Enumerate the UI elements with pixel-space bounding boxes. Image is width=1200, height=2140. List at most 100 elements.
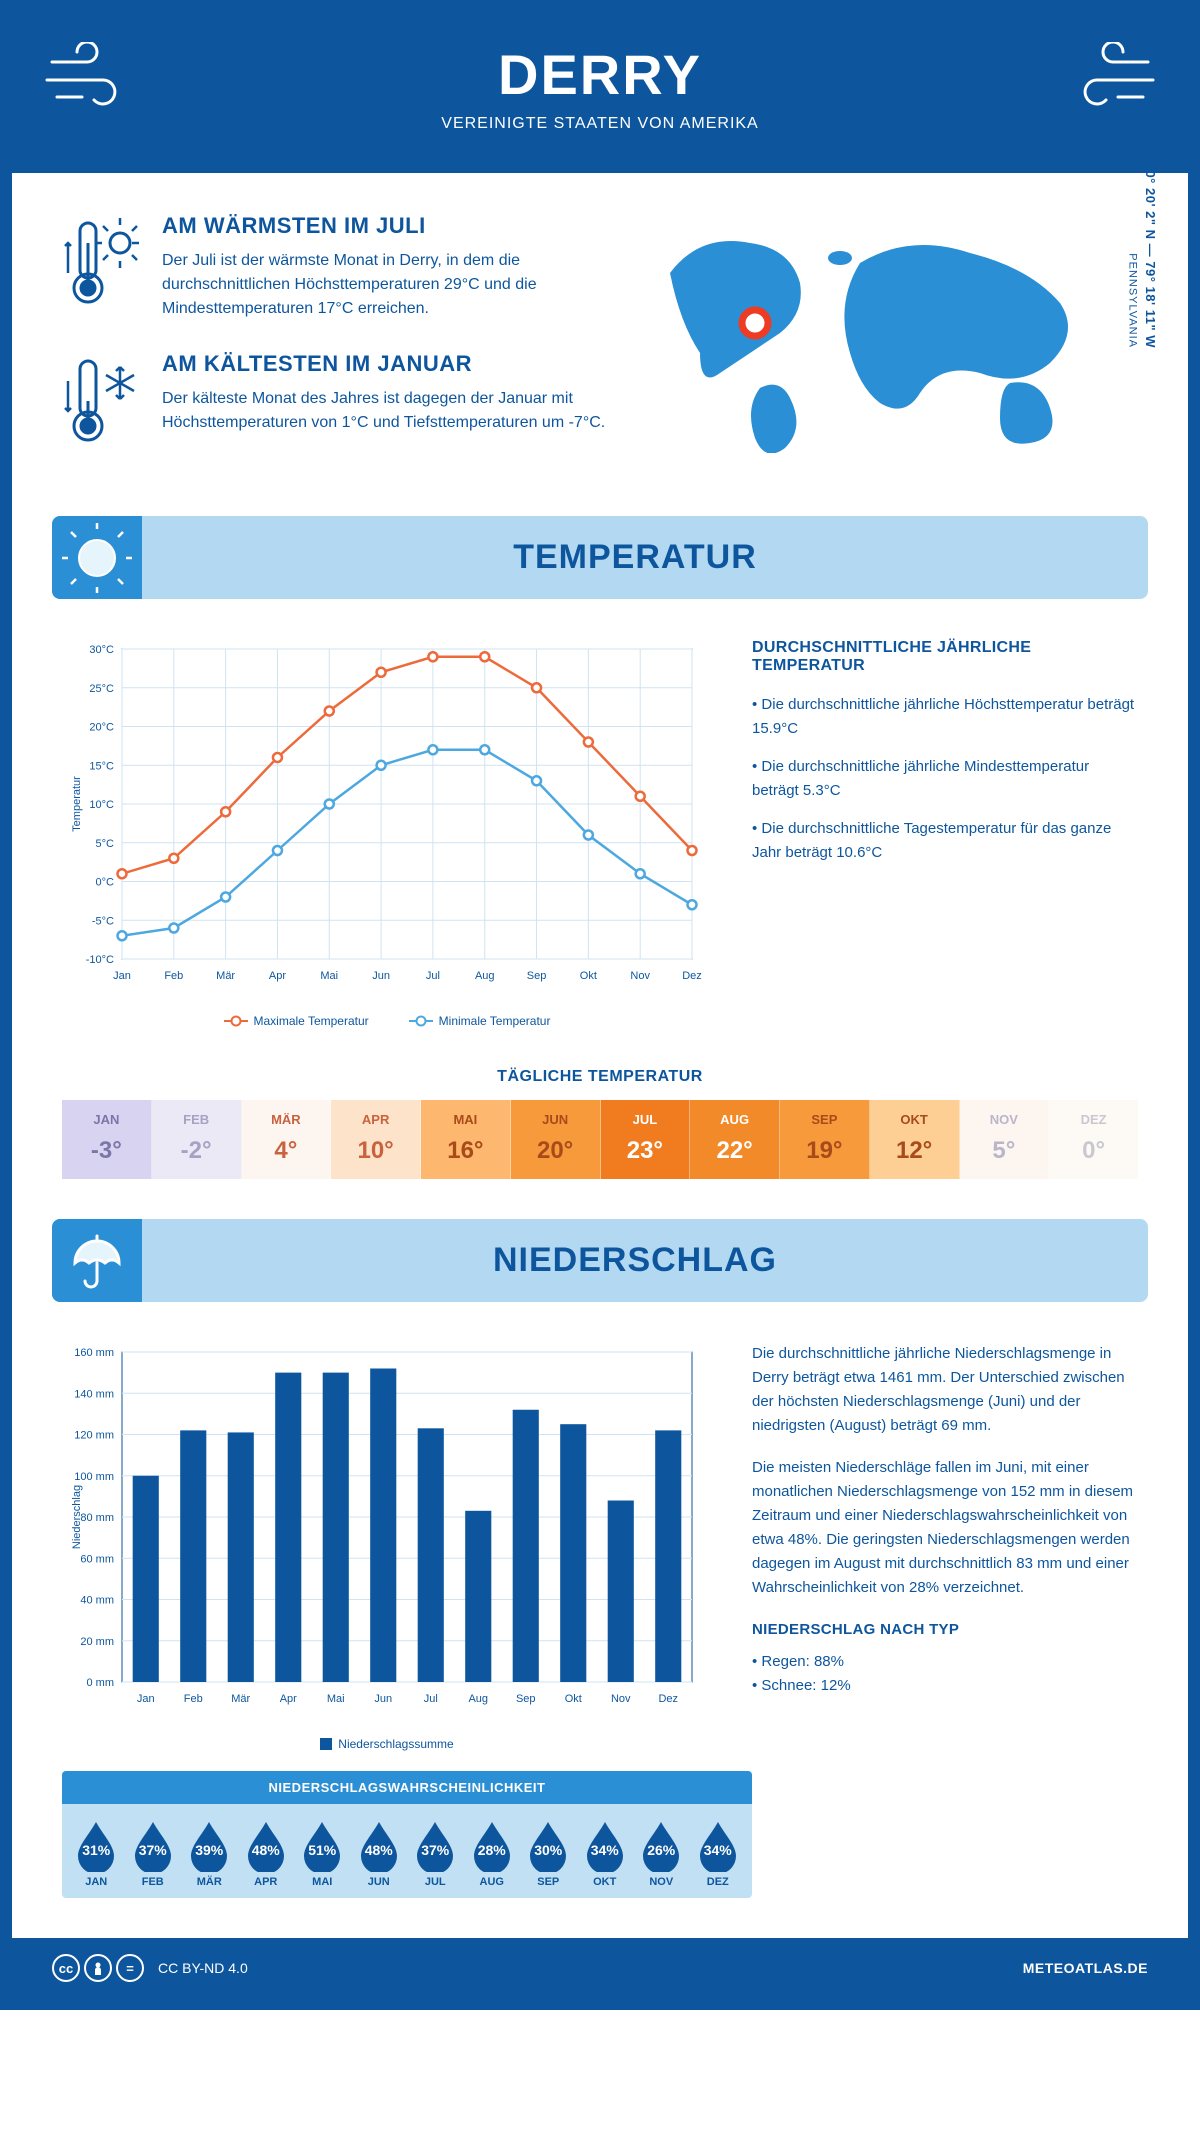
svg-text:30°C: 30°C <box>89 644 114 656</box>
page-title: DERRY <box>52 42 1148 107</box>
by-icon <box>84 1954 112 1982</box>
svg-text:Apr: Apr <box>280 1693 297 1705</box>
warmest-block: AM WÄRMSTEN IM JULI Der Juli ist der wär… <box>62 213 610 321</box>
svg-text:Niederschlag: Niederschlag <box>71 1485 83 1549</box>
svg-text:Mär: Mär <box>231 1693 250 1705</box>
precip-type-title: NIEDERSCHLAG NACH TYP <box>752 1618 1138 1642</box>
svg-text:Dez: Dez <box>682 970 702 982</box>
umbrella-icon <box>52 1219 142 1302</box>
svg-text:0 mm: 0 mm <box>87 1677 115 1689</box>
daily-temp-title: TÄGLICHE TEMPERATUR <box>12 1068 1188 1086</box>
svg-text:40 mm: 40 mm <box>80 1595 114 1607</box>
temp-summary-title: DURCHSCHNITTLICHE JÄHRLICHE TEMPERATUR <box>752 639 1138 675</box>
daily-temp-cell: JUL23° <box>601 1100 691 1179</box>
warmest-title: AM WÄRMSTEN IM JULI <box>162 213 610 239</box>
svg-text:-10°C: -10°C <box>86 954 114 966</box>
temp-summary-item: Die durchschnittliche Tagestemperatur fü… <box>752 817 1138 865</box>
legend-max-label: Maximale Temperatur <box>254 1014 369 1028</box>
svg-text:Nov: Nov <box>630 970 650 982</box>
svg-text:10°C: 10°C <box>89 799 114 811</box>
svg-text:20 mm: 20 mm <box>80 1636 114 1648</box>
svg-text:Jan: Jan <box>137 1693 155 1705</box>
svg-text:Apr: Apr <box>269 970 286 982</box>
sun-icon <box>52 516 142 599</box>
license-label: CC BY-ND 4.0 <box>158 1960 248 1976</box>
page-frame: DERRY VEREINIGTE STAATEN VON AMERIKA AM … <box>0 0 1200 2010</box>
daily-temp-cell: OKT12° <box>870 1100 960 1179</box>
header: DERRY VEREINIGTE STAATEN VON AMERIKA <box>12 12 1188 173</box>
svg-text:Aug: Aug <box>468 1693 488 1705</box>
temperature-summary: DURCHSCHNITTLICHE JÄHRLICHE TEMPERATUR D… <box>752 639 1138 1028</box>
thermometer-cold-icon <box>62 351 142 456</box>
probability-drop: 28%AUG <box>470 1818 514 1888</box>
temp-summary-item: Die durchschnittliche jährliche Höchstte… <box>752 693 1138 741</box>
precip-type-item: Schnee: 12% <box>752 1674 1138 1698</box>
svg-text:Nov: Nov <box>611 1693 631 1705</box>
svg-text:160 mm: 160 mm <box>74 1347 114 1359</box>
temperature-chart: -10°C-5°C0°C5°C10°C15°C20°C25°C30°CJanFe… <box>62 639 712 1028</box>
world-map-icon <box>640 213 1100 453</box>
probability-drop: 34%DEZ <box>696 1818 740 1888</box>
svg-text:Jun: Jun <box>372 970 390 982</box>
probability-drop: 37%JUL <box>413 1818 457 1888</box>
svg-text:Feb: Feb <box>184 1693 203 1705</box>
probability-drop: 48%JUN <box>357 1818 401 1888</box>
probability-drop: 30%SEP <box>526 1818 570 1888</box>
daily-temp-cell: AUG22° <box>690 1100 780 1179</box>
location-marker-icon <box>742 310 768 336</box>
daily-temp-cell: NOV5° <box>960 1100 1050 1179</box>
svg-text:25°C: 25°C <box>89 683 114 695</box>
state-label: PENNSYLVANIA <box>1127 253 1139 348</box>
precip-p1: Die durchschnittliche jährliche Niedersc… <box>752 1342 1138 1438</box>
probability-drop: 31%JAN <box>74 1818 118 1888</box>
svg-text:140 mm: 140 mm <box>74 1388 114 1400</box>
footer: cc = CC BY-ND 4.0 METEOATLAS.DE <box>12 1938 1188 1998</box>
warmest-text: Der Juli ist der wärmste Monat in Derry,… <box>162 249 610 321</box>
svg-text:-5°C: -5°C <box>92 915 114 927</box>
daily-temperature-table: JAN-3°FEB-2°MÄR4°APR10°MAI16°JUN20°JUL23… <box>62 1100 1138 1179</box>
svg-text:Aug: Aug <box>475 970 495 982</box>
svg-text:Jul: Jul <box>424 1693 438 1705</box>
coordinates: 40° 20' 2" N — 79° 18' 11" W <box>1143 162 1158 347</box>
temp-summary-item: Die durchschnittliche jährliche Mindestt… <box>752 755 1138 803</box>
daily-temp-cell: FEB-2° <box>152 1100 242 1179</box>
coldest-title: AM KÄLTESTEN IM JANUAR <box>162 351 610 377</box>
daily-temp-cell: APR10° <box>331 1100 421 1179</box>
precipitation-section: 0 mm20 mm40 mm60 mm80 mm100 mm120 mm140 … <box>12 1302 1188 1761</box>
temperature-title: TEMPERATUR <box>162 538 1108 577</box>
coldest-block: AM KÄLTESTEN IM JANUAR Der kälteste Mona… <box>62 351 610 456</box>
probability-drop: 34%OKT <box>583 1818 627 1888</box>
precipitation-title: NIEDERSCHLAG <box>162 1241 1108 1280</box>
coldest-text: Der kälteste Monat des Jahres ist dagege… <box>162 387 610 435</box>
cc-license-icons: cc = <box>52 1954 144 1982</box>
svg-text:100 mm: 100 mm <box>74 1471 114 1483</box>
precipitation-summary: Die durchschnittliche jährliche Niedersc… <box>752 1342 1138 1751</box>
probability-title: NIEDERSCHLAGSWAHRSCHEINLICHKEIT <box>62 1771 752 1804</box>
top-info: AM WÄRMSTEN IM JULI Der Juli ist der wär… <box>12 173 1188 516</box>
daily-temp-cell: MAI16° <box>421 1100 511 1179</box>
temperature-banner: TEMPERATUR <box>52 516 1148 599</box>
legend-min-label: Minimale Temperatur <box>439 1014 551 1028</box>
probability-drop: 48%APR <box>244 1818 288 1888</box>
svg-text:Okt: Okt <box>565 1693 582 1705</box>
svg-text:0°C: 0°C <box>96 877 115 889</box>
probability-drop: 39%MÄR <box>187 1818 231 1888</box>
daily-temp-cell: JAN-3° <box>62 1100 152 1179</box>
precipitation-banner: NIEDERSCHLAG <box>52 1219 1148 1302</box>
wind-icon <box>1068 42 1158 117</box>
precip-p2: Die meisten Niederschläge fallen im Juni… <box>752 1456 1138 1600</box>
probability-drop: 37%FEB <box>131 1818 175 1888</box>
precipitation-probability: NIEDERSCHLAGSWAHRSCHEINLICHKEIT 31%JAN 37… <box>62 1771 752 1898</box>
climate-summary: AM WÄRMSTEN IM JULI Der Juli ist der wär… <box>62 213 610 486</box>
svg-text:Sep: Sep <box>527 970 547 982</box>
temperature-legend: Maximale Temperatur Minimale Temperatur <box>62 1014 712 1028</box>
daily-temp-cell: DEZ0° <box>1049 1100 1138 1179</box>
page-inner: DERRY VEREINIGTE STAATEN VON AMERIKA AM … <box>12 12 1188 1998</box>
svg-text:Jul: Jul <box>426 970 440 982</box>
svg-text:Feb: Feb <box>164 970 183 982</box>
svg-text:Jun: Jun <box>374 1693 392 1705</box>
svg-text:Mär: Mär <box>216 970 235 982</box>
site-name: METEOATLAS.DE <box>1023 1960 1148 1976</box>
svg-text:Dez: Dez <box>658 1693 678 1705</box>
svg-text:Jan: Jan <box>113 970 131 982</box>
